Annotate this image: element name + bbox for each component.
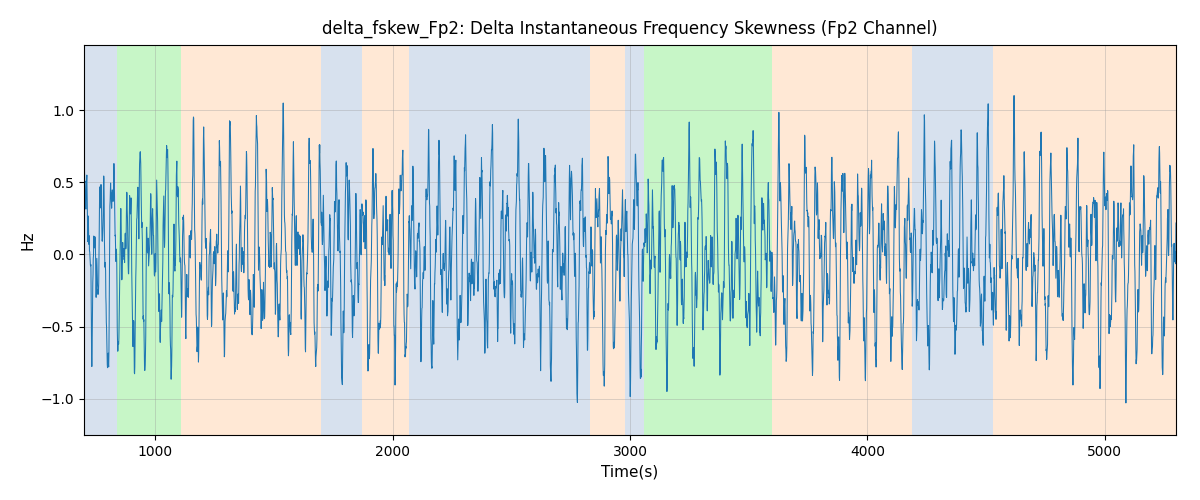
- X-axis label: Time(s): Time(s): [601, 464, 659, 479]
- Y-axis label: Hz: Hz: [20, 230, 35, 250]
- Bar: [589, 45, 625, 435]
- Bar: [361, 45, 409, 435]
- Bar: [118, 45, 181, 435]
- Bar: [322, 45, 361, 435]
- Bar: [773, 45, 912, 435]
- Bar: [181, 45, 322, 435]
- Title: delta_fskew_Fp2: Delta Instantaneous Frequency Skewness (Fp2 Channel): delta_fskew_Fp2: Delta Instantaneous Fre…: [322, 20, 938, 38]
- Bar: [644, 45, 773, 435]
- Bar: [84, 45, 118, 435]
- Bar: [625, 45, 644, 435]
- Bar: [994, 45, 1176, 435]
- Bar: [409, 45, 589, 435]
- Bar: [912, 45, 994, 435]
